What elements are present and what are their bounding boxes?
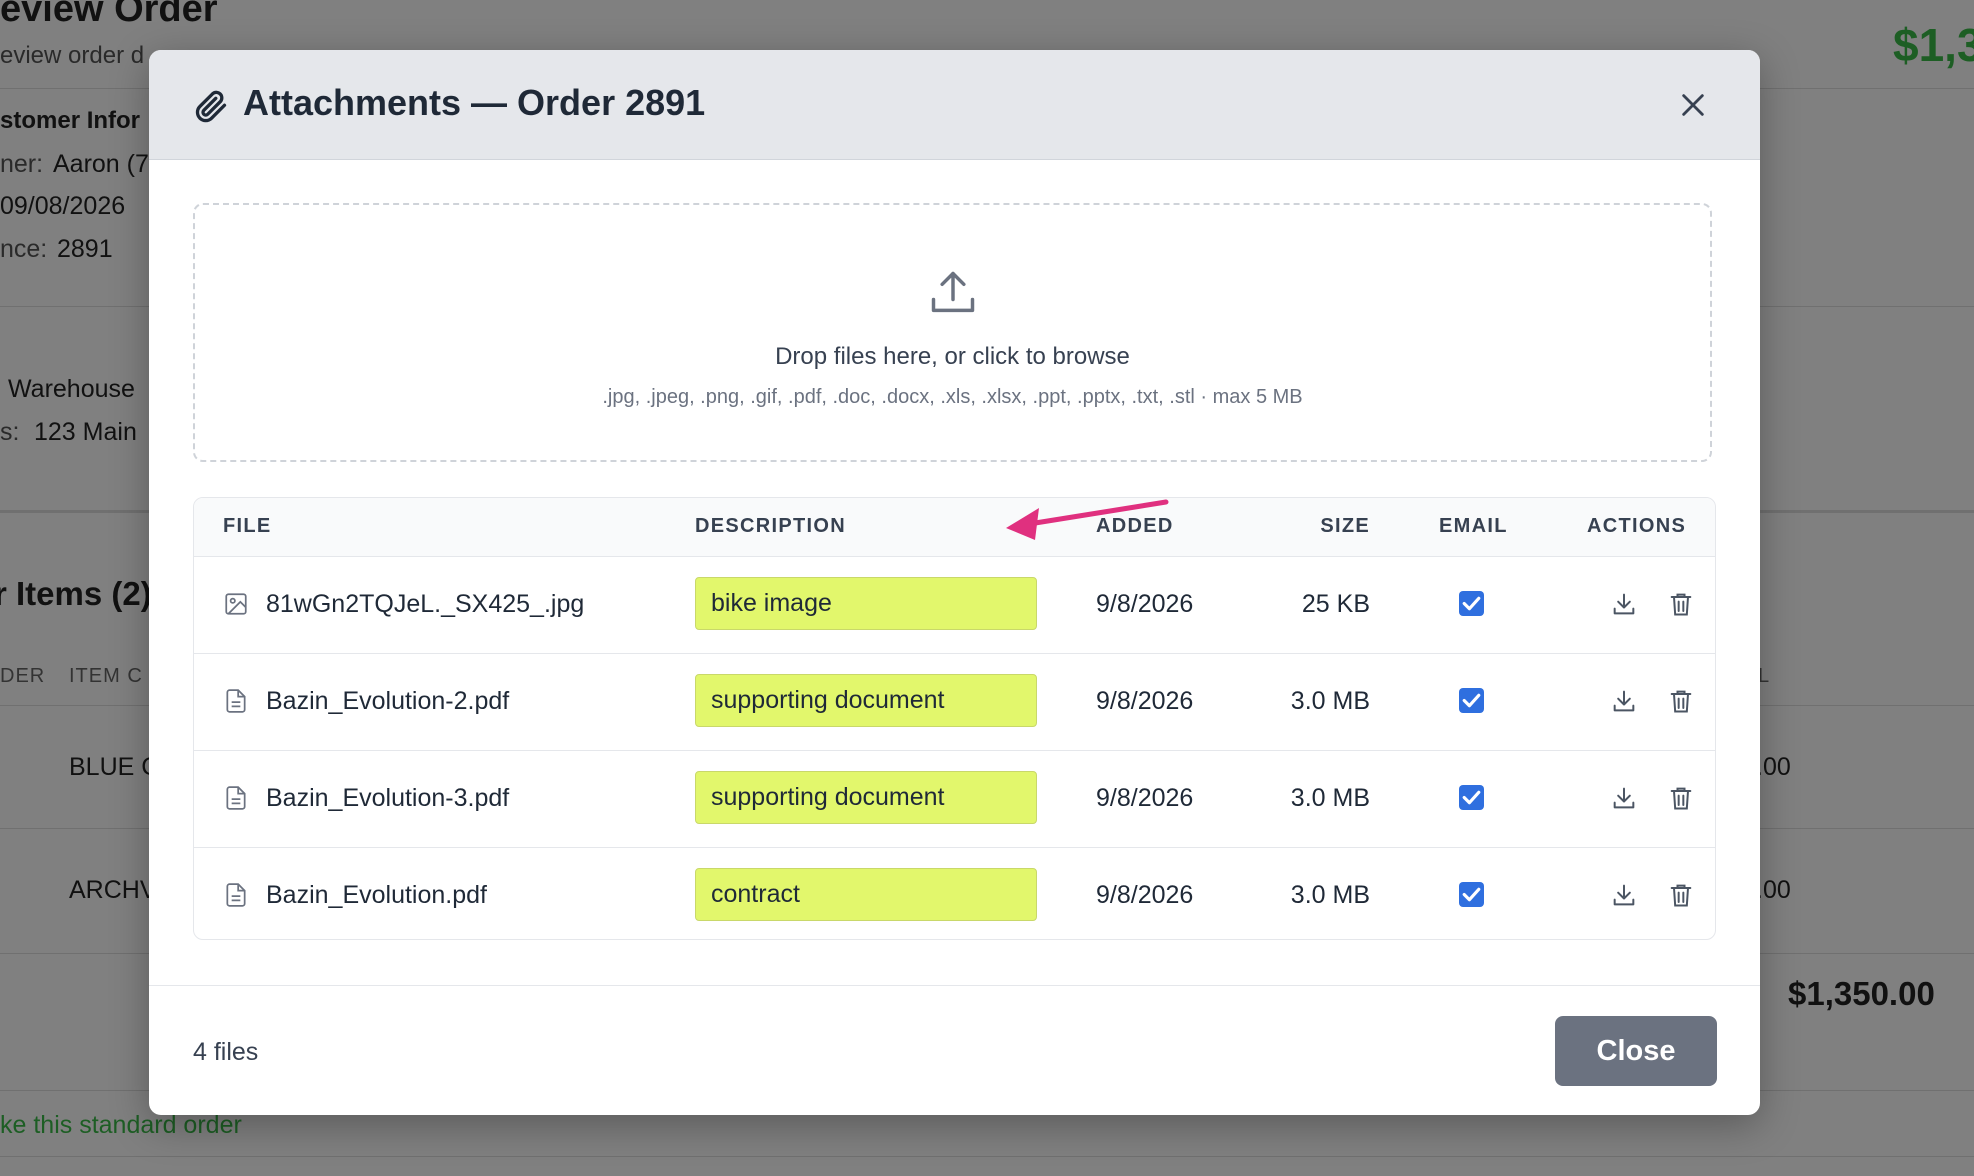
upload-icon [931,271,975,313]
attachments-table: FILE DESCRIPTION ADDED SIZE EMAIL ACTION… [193,497,1716,940]
column-header: EMAIL [1439,515,1508,537]
modal-footer: 4 files Close [149,985,1760,1115]
modal-title: Attachments — Order 2891 [243,82,706,123]
file-name: Bazin_Evolution-3.pdf [266,784,510,812]
item-total: .00 [1756,753,1791,781]
field-label: nce: [0,235,48,263]
delete-button[interactable] [1667,590,1695,623]
column-header: DESCRIPTION [695,515,846,537]
field-value: Warehouse [8,375,135,403]
item-name: BLUE C [69,753,160,781]
email-checkbox[interactable] [1459,882,1484,907]
delete-button[interactable] [1667,784,1695,817]
added-date: 9/8/2026 [1096,784,1194,812]
divider [0,1156,1974,1157]
column-header: L [1758,665,1770,687]
file-size: 3.0 MB [1290,687,1370,715]
link[interactable]: ke this standard order [0,1111,242,1139]
item-total: .00 [1756,876,1791,904]
page-subtitle: eview order d [0,42,145,69]
added-date: 9/8/2026 [1096,881,1194,909]
column-header: ADDED [1096,515,1174,537]
dropzone-prompt: Drop files here, or click to browse [775,343,1130,370]
close-button[interactable]: Close [1555,1016,1717,1086]
close-icon[interactable] [1679,91,1707,119]
column-header: DER [0,665,46,687]
table-row: 81wGn2TQJeL._SX425_.jpg bike image 9/8/202… [194,556,1715,654]
email-checkbox[interactable] [1459,785,1484,810]
file-name: Bazin_Evolution-2.pdf [266,687,510,715]
dropzone-hint: .jpg, .jpeg, .png, .gif, .pdf, .doc, .do… [602,386,1303,408]
section-title: r Items (2) [0,575,152,612]
field-label: ner: [0,150,44,178]
field-value: 123 Main [34,418,137,446]
file-icon [223,591,249,622]
added-date: 9/8/2026 [1096,590,1194,618]
paperclip-icon [195,90,227,123]
table-row: Bazin_Evolution-3.pdf supporting document… [194,750,1715,848]
attachments-modal: Attachments — Order 2891 Drop files here… [149,50,1760,1115]
table-body: 81wGn2TQJeL._SX425_.jpg bike image 9/8/202… [194,556,1715,939]
download-button[interactable] [1610,881,1638,914]
item-name: ARCHV [69,876,157,904]
column-header: SIZE [1320,515,1370,537]
file-size: 3.0 MB [1290,881,1370,909]
field-value: 2891 [57,235,113,263]
file-icon [223,785,249,816]
download-button[interactable] [1610,687,1638,720]
download-button[interactable] [1610,590,1638,623]
total-amount: $1,3 [1893,19,1974,71]
column-header: ITEM C [69,665,143,687]
file-size: 3.0 MB [1290,784,1370,812]
download-button[interactable] [1610,784,1638,817]
description-input[interactable]: bike image [695,577,1037,630]
description-input[interactable]: contract [695,868,1037,921]
file-count: 4 files [193,1038,259,1066]
file-size: 25 KB [1301,590,1370,618]
table-row: Bazin_Evolution.pdf contract 9/8/2026 3.0 M… [194,847,1715,939]
description-input[interactable]: supporting document [695,674,1037,727]
email-checkbox[interactable] [1459,591,1484,616]
modal-header: Attachments — Order 2891 [149,50,1760,160]
annotation-arrow [1006,499,1169,540]
field-label: s: [0,418,20,446]
column-header: FILE [223,515,272,537]
page-title: eview Order [0,0,218,30]
email-checkbox[interactable] [1459,688,1484,713]
field-value: 09/08/2026 [0,192,126,220]
section-title: stomer Infor [0,107,141,134]
file-icon [223,882,249,913]
table-header: FILE DESCRIPTION ADDED SIZE EMAIL ACTION… [194,498,1715,557]
delete-button[interactable] [1667,881,1695,914]
description-input[interactable]: supporting document [695,771,1037,824]
added-date: 9/8/2026 [1096,687,1194,715]
table-row: Bazin_Evolution-2.pdf supporting document… [194,653,1715,751]
field-value: Aaron (7 [53,150,149,178]
file-name: Bazin_Evolution.pdf [266,881,487,909]
grand-total: $1,350.00 [1788,975,1935,1012]
delete-button[interactable] [1667,687,1695,720]
column-header: ACTIONS [1587,515,1687,537]
file-icon [223,688,249,719]
file-name: 81wGn2TQJeL._SX425_.jpg [266,590,585,618]
dropzone[interactable]: Drop files here, or click to browse .jpg… [193,203,1712,462]
